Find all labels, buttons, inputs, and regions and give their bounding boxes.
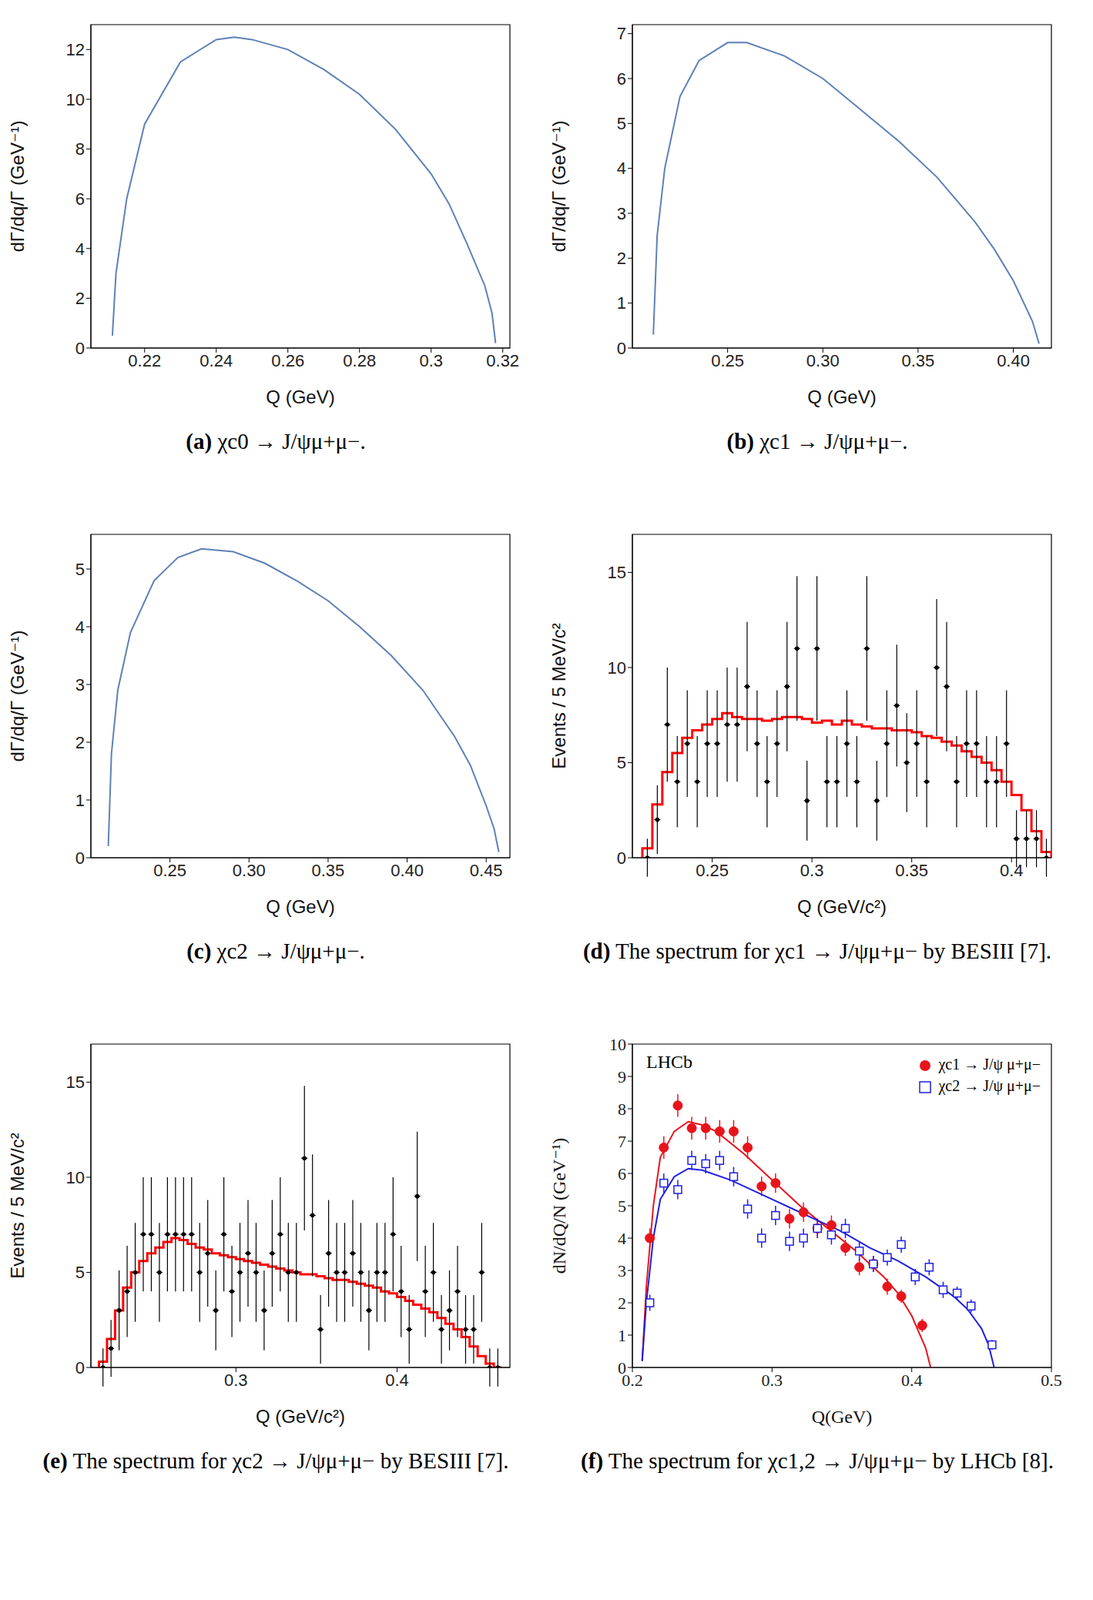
svg-text:Q (GeV): Q (GeV): [807, 386, 876, 408]
svg-text:0.3: 0.3: [224, 1371, 249, 1391]
svg-text:dΓ/dq/Γ (GeV⁻¹): dΓ/dq/Γ (GeV⁻¹): [6, 120, 28, 252]
svg-text:0.30: 0.30: [232, 861, 266, 881]
html-text:χc2 → J/ψ μ+μ−: χc2 → J/ψ μ+μ−: [938, 1077, 1041, 1095]
svg-text:dΓ/dq/Γ (GeV⁻¹): dΓ/dq/Γ (GeV⁻¹): [548, 120, 570, 252]
svg-text:0.35: 0.35: [311, 861, 346, 881]
html-text:(d) The spectrum for χc1 → J/ψ: (d) The spectrum for χc1 → J/ψμ+μ− by BE…: [583, 938, 1052, 964]
html-text:χc1 → J/ψ μ+μ−: χc1 → J/ψ μ+μ−: [938, 1056, 1041, 1073]
svg-text:0.40: 0.40: [996, 351, 1030, 371]
svg-text:0.4: 0.4: [385, 1371, 410, 1391]
html-text:(a) χc0 → J/ψμ+μ−.: (a) χc0 → J/ψμ+μ−.: [185, 429, 366, 454]
svg-text:5: 5: [617, 1196, 627, 1217]
svg-text:0.4: 0.4: [999, 861, 1024, 881]
svg-text:5: 5: [75, 1263, 85, 1283]
svg-text:Events / 5 MeV/c²: Events / 5 MeV/c²: [6, 1133, 28, 1279]
svg-text:5: 5: [75, 559, 85, 580]
svg-text:5: 5: [616, 113, 627, 134]
svg-text:Q (GeV/c²): Q (GeV/c²): [255, 1406, 346, 1428]
svg-text:1: 1: [75, 791, 85, 811]
svg-text:8: 8: [75, 139, 85, 159]
svg-text:Q (GeV): Q (GeV): [265, 386, 335, 408]
svg-text:0.25: 0.25: [710, 351, 745, 371]
svg-text:2: 2: [75, 733, 85, 753]
svg-text:0.40: 0.40: [390, 861, 424, 881]
svg-text:3: 3: [617, 1261, 627, 1281]
svg-text:Q (GeV): Q (GeV): [265, 896, 335, 918]
svg-text:0.5: 0.5: [1040, 1371, 1063, 1391]
svg-text:Q (GeV/c²): Q (GeV/c²): [797, 896, 887, 918]
svg-text:0.26: 0.26: [271, 351, 305, 371]
svg-text:3: 3: [75, 675, 85, 695]
svg-text:10: 10: [66, 90, 85, 110]
svg-text:dΓ/dq/Γ (GeV⁻¹): dΓ/dq/Γ (GeV⁻¹): [6, 630, 28, 762]
svg-text:0: 0: [75, 338, 85, 359]
svg-text:2: 2: [75, 288, 85, 309]
svg-text:1: 1: [616, 293, 627, 313]
svg-text:0: 0: [75, 1358, 85, 1378]
html-text:(c) χc2 → J/ψμ+μ−.: (c) χc2 → J/ψμ+μ−.: [186, 938, 366, 964]
svg-text:12: 12: [66, 40, 85, 60]
svg-text:0.24: 0.24: [199, 351, 233, 371]
svg-text:4: 4: [75, 239, 85, 259]
svg-text:7: 7: [616, 23, 627, 44]
svg-text:3: 3: [616, 204, 627, 224]
svg-text:0.4: 0.4: [901, 1371, 923, 1391]
svg-text:0.3: 0.3: [761, 1371, 784, 1391]
html-text:(b) χc1 → J/ψμ+μ−.: (b) χc1 → J/ψμ+μ−.: [726, 429, 908, 454]
svg-text:0.25: 0.25: [695, 861, 729, 881]
svg-text:0.30: 0.30: [806, 351, 840, 371]
svg-text:0.45: 0.45: [469, 861, 503, 881]
svg-text:0: 0: [616, 848, 627, 869]
svg-text:6: 6: [75, 189, 85, 209]
svg-text:0.25: 0.25: [153, 861, 187, 881]
svg-text:10: 10: [607, 658, 627, 678]
svg-text:0: 0: [75, 848, 85, 869]
svg-text:6: 6: [616, 69, 627, 89]
svg-text:4: 4: [616, 158, 627, 178]
svg-text:0.35: 0.35: [895, 861, 929, 881]
html-text:(e) The spectrum for χc2 → J/ψ: (e) The spectrum for χc2 → J/ψμ+μ− by BE…: [42, 1448, 509, 1474]
svg-text:9: 9: [617, 1067, 627, 1087]
svg-text:0.32: 0.32: [486, 351, 520, 371]
svg-text:Q(GeV): Q(GeV): [811, 1407, 873, 1428]
svg-text:0.2: 0.2: [621, 1370, 644, 1391]
svg-text:7: 7: [617, 1132, 627, 1152]
svg-text:0: 0: [617, 1358, 627, 1378]
svg-text:5: 5: [616, 753, 627, 773]
svg-text:8: 8: [617, 1099, 627, 1120]
svg-text:6: 6: [617, 1164, 627, 1184]
svg-text:0.22: 0.22: [127, 351, 161, 371]
svg-text:0.3: 0.3: [800, 861, 825, 881]
svg-text:0.35: 0.35: [901, 351, 935, 371]
svg-text:10: 10: [609, 1035, 627, 1055]
svg-text:15: 15: [66, 1072, 85, 1093]
html-text:LHCb: LHCb: [646, 1052, 693, 1073]
svg-text:0.28: 0.28: [342, 351, 376, 371]
svg-text:15: 15: [607, 563, 627, 583]
svg-text:0: 0: [616, 338, 627, 359]
svg-text:4: 4: [617, 1229, 627, 1249]
html-text:(f) The spectrum for χc1,2 → J: (f) The spectrum for χc1,2 → J/ψμ+μ− by …: [580, 1448, 1054, 1474]
svg-text:2: 2: [616, 248, 627, 269]
svg-text:10: 10: [66, 1168, 85, 1188]
svg-text:0.3: 0.3: [419, 351, 443, 371]
svg-text:2: 2: [617, 1294, 627, 1314]
svg-text:1: 1: [617, 1326, 627, 1346]
svg-text:Events / 5 MeV/c²: Events / 5 MeV/c²: [548, 623, 570, 769]
svg-text:4: 4: [75, 617, 85, 638]
svg-text:dN/dQ/N (GeV⁻¹): dN/dQ/N (GeV⁻¹): [549, 1138, 570, 1275]
